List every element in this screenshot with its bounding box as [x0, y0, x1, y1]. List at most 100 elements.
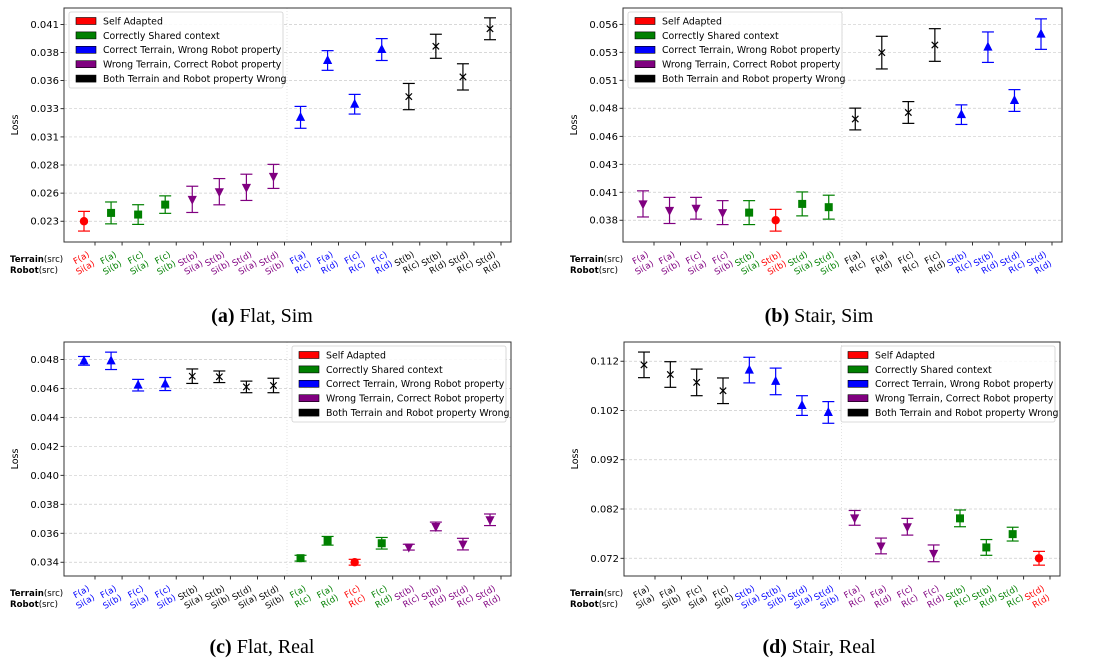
- data-point: [716, 200, 729, 226]
- data-point: [1035, 18, 1047, 50]
- x-tick-label: F(c)R(d): [369, 250, 395, 277]
- data-point: [159, 195, 172, 214]
- marker-triangle-up: [350, 98, 360, 108]
- row-label-bold: Terrain: [570, 255, 604, 265]
- legend-swatch: [298, 394, 320, 403]
- legend-label: Self Adapted: [326, 350, 386, 361]
- marker-triangle-up: [771, 375, 781, 385]
- legend: Self Adapted Correctly Shared context Corr…: [840, 345, 1059, 423]
- data-point: [690, 196, 703, 220]
- data-point: [743, 200, 756, 226]
- marker-triangle-down: [664, 206, 675, 216]
- marker-triangle-up: [133, 379, 143, 389]
- legend-item: Both Terrain and Robot property Wrong: [75, 74, 287, 85]
- data-point: [1006, 526, 1019, 542]
- legend-item: Correctly Shared context: [298, 365, 443, 376]
- subplot-d: 0.0720.0820.0920.1020.112LossF(a)Si(a)F(…: [570, 341, 1061, 658]
- y-tick-label: 0.031: [30, 132, 59, 143]
- subplot-c: 0.034 0.036 0.038 0.040 0.042 0.044 0.046 0.048…: [10, 341, 512, 658]
- marker-square: [745, 208, 754, 217]
- legend-swatch: [847, 379, 869, 388]
- data-point: [321, 50, 334, 71]
- caption-text: Flat, Real: [232, 636, 315, 658]
- x-tick-label: F(c)Si(a): [123, 250, 150, 278]
- x-tick-label: F(a)Si(a): [629, 584, 656, 612]
- legend-item: Correct Terrain, Wrong Robot property: [298, 379, 505, 390]
- legend-swatch: [298, 351, 320, 359]
- data-point: [213, 177, 226, 206]
- data-point: [796, 395, 808, 417]
- data-point: [848, 509, 861, 526]
- legend-swatch: [75, 17, 97, 25]
- marker-square: [134, 210, 143, 219]
- legend-swatch: [634, 45, 656, 54]
- marker-square: [323, 536, 332, 545]
- data-point: [484, 17, 496, 41]
- marker-triangle-down: [485, 516, 495, 526]
- x-tick-label: St(b)Si(a): [177, 584, 205, 612]
- x-tick-label: F(a)Si(b): [96, 584, 124, 612]
- marker-square: [824, 203, 833, 212]
- legend-label: Correctly Shared context: [662, 31, 779, 42]
- y-tick-label: 0.042: [30, 442, 59, 453]
- y-tick-label: 0.023: [30, 217, 59, 228]
- marker-triangle-down: [214, 188, 224, 198]
- x-tick-label: F(a)R(c): [288, 584, 313, 610]
- marker-triangle-down: [850, 514, 860, 524]
- data-point: [849, 107, 862, 131]
- data-point: [267, 163, 280, 190]
- data-point: [186, 185, 199, 214]
- data-point: [484, 513, 496, 527]
- legend-swatch: [847, 365, 869, 374]
- legend-label: Both Terrain and Robot property Wrong: [875, 408, 1059, 419]
- y-tick-label: 0.033: [30, 104, 59, 115]
- row-label-suffix: (src): [44, 589, 63, 599]
- legend-swatch: [634, 31, 656, 40]
- data-point: [348, 558, 361, 567]
- legend-swatch: [75, 60, 97, 69]
- marker-triangle-up: [295, 111, 306, 121]
- marker-square: [377, 539, 386, 548]
- marker-triangle-down: [458, 540, 468, 550]
- marker-triangle-down: [902, 523, 912, 533]
- marker-square: [1008, 530, 1017, 539]
- x-tick-label: F(a)R(c): [288, 250, 313, 276]
- robot-row-label: Robot(src): [10, 266, 58, 276]
- marker-x: [719, 387, 727, 395]
- legend-box: [68, 11, 284, 89]
- marker-triangle-up: [79, 355, 89, 365]
- row-label-bold: Robot: [570, 266, 599, 276]
- data-point: [159, 376, 172, 392]
- data-point: [105, 351, 118, 371]
- row-label-bold: Robot: [570, 600, 599, 610]
- marker-circle: [1034, 554, 1044, 563]
- data-point: [456, 537, 469, 551]
- x-tick-label: St(d)Si(a): [231, 250, 259, 278]
- y-axis-label: Loss: [10, 449, 21, 470]
- data-point: [1033, 550, 1045, 566]
- robot-row-label: Robot(src): [570, 600, 618, 610]
- y-tick-label: 0.036: [30, 529, 59, 540]
- legend-swatch: [634, 60, 656, 69]
- x-tick-label: St(d)Si(b): [813, 250, 841, 278]
- legend-item: Wrong Terrain, Correct Robot property: [298, 394, 505, 405]
- marker-x: [851, 115, 859, 123]
- row-label-bold: Terrain: [570, 589, 604, 599]
- legend: Self Adapted Correctly Shared context Corr…: [291, 345, 510, 423]
- marker-triangle-up: [323, 54, 333, 64]
- marker-square: [982, 543, 991, 552]
- legend-label: Both Terrain and Robot property Wrong: [103, 74, 287, 85]
- marker-x: [432, 42, 440, 50]
- marker-triangle-up: [1036, 28, 1046, 38]
- x-tick-label: St(b)Si(b): [760, 584, 788, 612]
- y-tick-label: 0.092: [590, 455, 619, 466]
- marker-x: [931, 41, 939, 49]
- x-tick-label: St(b)Si(b): [204, 584, 232, 612]
- terrain-row-label: Terrain(src): [10, 255, 63, 265]
- y-tick-label: 0.046: [30, 384, 59, 395]
- data-point: [132, 204, 145, 225]
- marker-triangle-down: [718, 209, 728, 219]
- x-tick-label: St(b)R(c): [944, 584, 972, 612]
- x-tick-label: F(a)R(d): [869, 250, 895, 277]
- x-tick-label: F(a)R(d): [314, 584, 340, 611]
